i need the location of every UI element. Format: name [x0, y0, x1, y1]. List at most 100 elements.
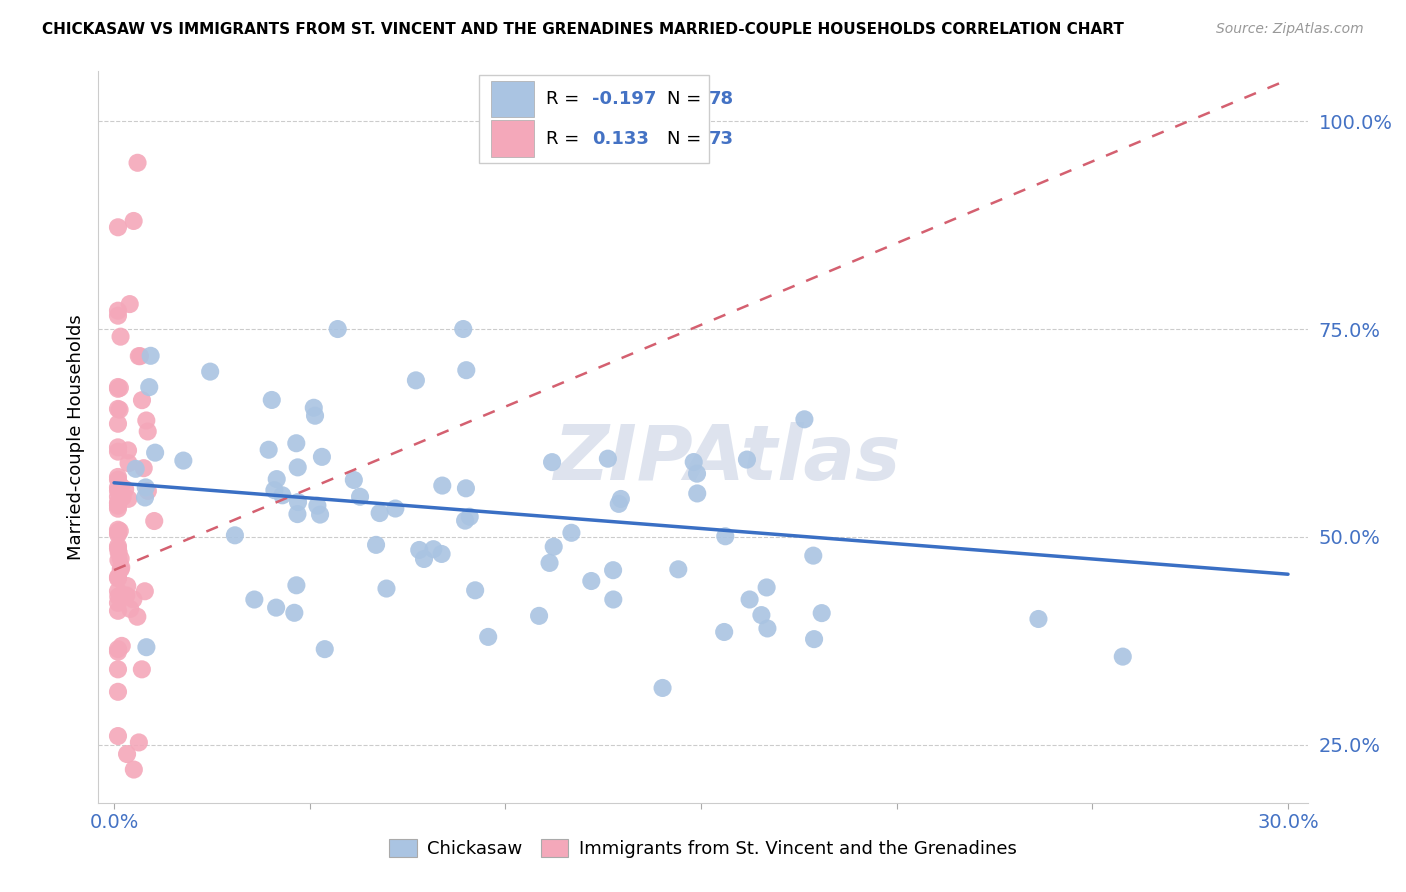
Point	[110, 479, 132, 493]
Point	[107, 662, 129, 676]
Point	[107, 417, 129, 431]
Point	[266, 472, 288, 486]
Point	[139, 349, 162, 363]
Point	[271, 488, 294, 502]
Point	[801, 549, 824, 563]
Point	[129, 349, 152, 363]
Point	[118, 297, 141, 311]
Point	[110, 329, 132, 343]
Point	[143, 514, 166, 528]
Point	[107, 545, 129, 559]
Point	[127, 156, 149, 170]
Point	[304, 409, 326, 423]
Point	[127, 609, 149, 624]
Point	[343, 473, 366, 487]
Text: R =: R =	[546, 90, 585, 108]
Point	[602, 592, 624, 607]
Point	[143, 445, 166, 459]
Point	[735, 452, 758, 467]
Text: CHICKASAW VS IMMIGRANTS FROM ST. VINCENT AND THE GRENADINES MARRIED-COUPLE HOUSE: CHICKASAW VS IMMIGRANTS FROM ST. VINCENT…	[42, 22, 1123, 37]
Point	[596, 451, 619, 466]
Point	[107, 525, 129, 540]
Point	[107, 382, 129, 396]
Point	[107, 527, 129, 541]
Point	[107, 380, 129, 394]
Point	[135, 480, 157, 494]
Point	[172, 453, 194, 467]
Point	[117, 456, 139, 470]
Point	[117, 491, 139, 506]
Point	[408, 543, 430, 558]
Point	[107, 303, 129, 318]
Point	[111, 491, 134, 505]
Point	[311, 450, 333, 464]
Point	[309, 508, 332, 522]
Point	[134, 491, 156, 505]
Text: Source: ZipAtlas.com: Source: ZipAtlas.com	[1216, 22, 1364, 37]
Point	[314, 642, 336, 657]
Point	[115, 747, 138, 761]
Point	[134, 584, 156, 599]
Point	[368, 506, 391, 520]
Point	[454, 514, 477, 528]
Point	[107, 501, 129, 516]
Text: N =: N =	[666, 90, 707, 108]
Point	[107, 584, 129, 599]
Legend: Chickasaw, Immigrants from St. Vincent and the Grenadines: Chickasaw, Immigrants from St. Vincent a…	[381, 830, 1025, 867]
Point	[107, 645, 129, 659]
Point	[610, 491, 633, 506]
Point	[243, 592, 266, 607]
Point	[107, 541, 129, 556]
Point	[107, 480, 129, 494]
Point	[682, 455, 704, 469]
Point	[260, 392, 283, 407]
Point	[108, 402, 131, 417]
Point	[131, 662, 153, 676]
Point	[283, 606, 305, 620]
Point	[107, 496, 129, 510]
Point	[107, 220, 129, 235]
Point	[581, 574, 603, 588]
Point	[602, 563, 624, 577]
Point	[326, 322, 349, 336]
Point	[287, 507, 309, 521]
Bar	[492, 120, 534, 157]
Point	[686, 467, 709, 481]
Point	[110, 589, 132, 603]
Point	[666, 562, 689, 576]
Point	[285, 578, 308, 592]
Point	[541, 455, 564, 469]
Point	[755, 581, 778, 595]
Point	[432, 478, 454, 492]
Point	[107, 729, 129, 743]
Point	[264, 600, 287, 615]
Point	[1028, 612, 1050, 626]
Point	[110, 562, 132, 576]
Text: N =: N =	[666, 129, 707, 148]
Point	[287, 495, 309, 509]
Point	[107, 473, 129, 487]
Point	[364, 538, 387, 552]
Point	[131, 393, 153, 408]
Point	[1112, 649, 1135, 664]
Point	[464, 583, 486, 598]
Point	[756, 622, 779, 636]
Point	[128, 735, 150, 749]
Point	[122, 214, 145, 228]
Point	[607, 497, 630, 511]
Point	[456, 363, 478, 377]
Point	[686, 486, 709, 500]
Point	[117, 443, 139, 458]
FancyBboxPatch shape	[479, 75, 709, 163]
Point	[413, 552, 436, 566]
Point	[122, 763, 145, 777]
Point	[107, 596, 129, 610]
Point	[738, 592, 761, 607]
Point	[651, 681, 673, 695]
Point	[451, 322, 474, 336]
Point	[458, 509, 481, 524]
Point	[107, 483, 129, 498]
Point	[120, 602, 142, 616]
Point	[803, 632, 825, 647]
Point	[107, 444, 129, 458]
